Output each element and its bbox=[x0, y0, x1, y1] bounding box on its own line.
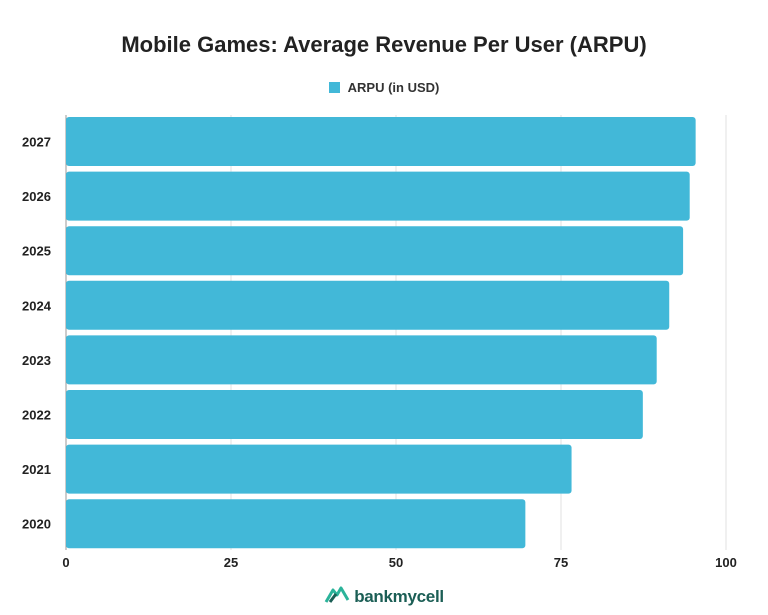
x-tick-label: 75 bbox=[554, 555, 568, 570]
bar bbox=[66, 226, 684, 276]
logo-text: bankmycell bbox=[354, 586, 444, 606]
x-axis-ticks: 0 25 50 75 100 bbox=[62, 555, 736, 570]
bar bbox=[66, 390, 643, 439]
category-label: 2023 bbox=[22, 353, 51, 368]
brand-logo: bankmycell bbox=[0, 584, 768, 609]
category-label: 2026 bbox=[22, 189, 51, 204]
chart-title: Mobile Games: Average Revenue Per User (… bbox=[121, 32, 647, 57]
category-labels: 2027 2026 2025 2024 2023 2022 2021 2020 bbox=[22, 135, 52, 532]
x-tick-label: 100 bbox=[715, 555, 737, 570]
bar bbox=[66, 280, 670, 330]
bar bbox=[66, 171, 690, 221]
category-label: 2022 bbox=[22, 408, 51, 423]
legend-label: ARPU (in USD) bbox=[347, 80, 440, 95]
bar bbox=[66, 117, 696, 166]
category-label: 2021 bbox=[22, 462, 51, 477]
x-tick-label: 0 bbox=[62, 555, 69, 570]
category-label: 2020 bbox=[22, 517, 51, 532]
legend-swatch bbox=[328, 82, 340, 93]
bar bbox=[66, 335, 657, 385]
x-tick-label: 50 bbox=[389, 555, 403, 570]
bankmycell-logo-icon bbox=[324, 584, 350, 609]
bar bbox=[66, 499, 526, 549]
x-tick-label: 25 bbox=[224, 555, 238, 570]
category-label: 2024 bbox=[22, 298, 52, 313]
bar bbox=[66, 444, 572, 494]
category-label: 2027 bbox=[22, 135, 51, 150]
chart-bars bbox=[66, 117, 696, 549]
category-label: 2025 bbox=[22, 244, 51, 259]
chart-legend: ARPU (in USD) bbox=[0, 80, 768, 95]
